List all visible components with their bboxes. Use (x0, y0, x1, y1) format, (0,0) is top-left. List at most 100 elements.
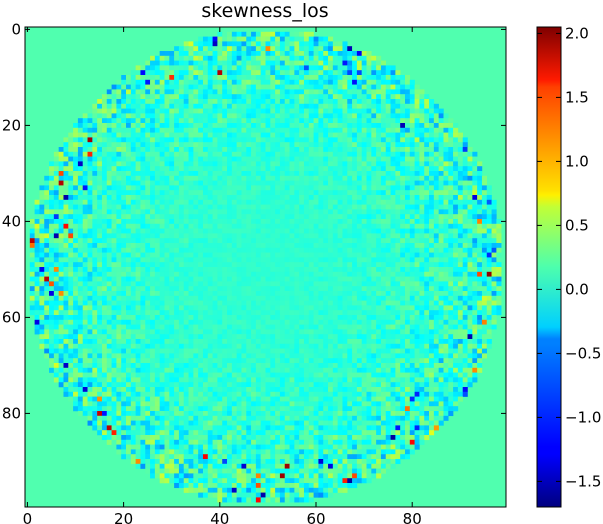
heatmap-cell (135, 305, 141, 311)
heatmap-cell (409, 151, 415, 157)
heatmap-cell (130, 281, 136, 287)
heatmap-cell (126, 75, 132, 81)
heatmap-cell (178, 137, 184, 143)
heatmap-cell (361, 276, 367, 282)
heatmap-cell (97, 118, 103, 124)
heatmap-cell (376, 195, 382, 201)
heatmap-cell (270, 41, 276, 47)
heatmap-cell (198, 41, 204, 47)
heatmap-cell (308, 151, 314, 157)
heatmap-cell (332, 161, 338, 167)
heatmap-cell (352, 84, 358, 90)
heatmap-cell (178, 291, 184, 297)
heatmap-cell (236, 199, 242, 205)
heatmap-cell (395, 271, 401, 277)
heatmap-cell (385, 142, 391, 148)
heatmap-cell (294, 310, 300, 316)
heatmap-cell (77, 238, 83, 244)
heatmap-cell (231, 46, 237, 52)
heatmap-cell (241, 46, 247, 52)
heatmap-cell (49, 171, 55, 177)
heatmap-cell (424, 305, 430, 311)
heatmap-cell (303, 46, 310, 52)
heatmap-cell (34, 214, 40, 220)
heatmap-cell (121, 132, 127, 138)
heatmap-cell (462, 243, 468, 249)
heatmap-cell (154, 310, 160, 316)
heatmap-cell (231, 41, 237, 47)
heatmap-cell (294, 171, 300, 177)
heatmap-cell (438, 276, 444, 282)
heatmap-cell (380, 214, 386, 220)
heatmap-cell (130, 319, 136, 325)
heatmap-cell (313, 55, 319, 61)
heatmap-cell (183, 204, 189, 210)
heatmap-cell (260, 127, 266, 133)
heatmap-cell (53, 262, 59, 268)
heatmap-cell (231, 118, 237, 124)
heatmap-cell (150, 79, 156, 85)
heatmap-cell (376, 94, 382, 100)
heatmap-cell (145, 137, 151, 143)
heatmap-cell (361, 79, 367, 85)
heatmap-cell (111, 257, 117, 263)
heatmap-cell (318, 171, 324, 177)
heatmap-cell (106, 291, 112, 297)
heatmap-cell (255, 55, 261, 61)
heatmap-cell (481, 180, 488, 186)
heatmap-cell (467, 219, 473, 225)
heatmap-cell (111, 300, 117, 306)
heatmap-cell (371, 238, 377, 244)
heatmap-cell (284, 209, 290, 215)
heatmap-cell (106, 137, 112, 143)
heatmap-cell (236, 281, 242, 287)
heatmap-cell (227, 295, 233, 301)
heatmap-cell (255, 84, 261, 90)
heatmap-cell (279, 319, 285, 325)
heatmap-cell (318, 60, 324, 66)
heatmap-cell (299, 46, 305, 52)
heatmap-cell (246, 238, 252, 244)
heatmap-cell (429, 281, 435, 287)
heatmap-cell (303, 31, 310, 37)
heatmap-cell (241, 137, 247, 143)
heatmap-cell (376, 75, 382, 81)
heatmap-cell (251, 127, 257, 133)
heatmap-cell (150, 123, 156, 129)
heatmap-cell (260, 243, 266, 249)
heatmap-cell (236, 79, 242, 85)
heatmap-cell (323, 103, 329, 109)
heatmap-cell (241, 108, 247, 114)
heatmap-cell (289, 55, 295, 61)
heatmap-cell (275, 171, 281, 177)
heatmap-cell (227, 60, 233, 66)
heatmap-cell (154, 156, 160, 162)
heatmap-cell (342, 75, 348, 81)
heatmap-cell (328, 94, 334, 100)
heatmap-cell (467, 252, 473, 258)
heatmap-cell (366, 228, 372, 234)
heatmap-cell (414, 123, 420, 129)
heatmap-cell (347, 161, 353, 167)
heatmap-cell (419, 127, 425, 133)
heatmap-cell (236, 276, 242, 282)
heatmap-cell (289, 166, 295, 172)
heatmap-cell (212, 147, 218, 153)
heatmap-cell (68, 142, 74, 148)
heatmap-cell (236, 223, 242, 229)
heatmap-cell (313, 286, 319, 292)
heatmap-cell (366, 281, 372, 287)
heatmap-cell (371, 89, 377, 95)
heatmap-cell (73, 166, 79, 172)
heatmap-cell (323, 137, 329, 143)
heatmap-cell (303, 123, 310, 129)
heatmap-cell (77, 151, 83, 157)
heatmap-cell (270, 276, 276, 282)
heatmap-cell (299, 127, 305, 133)
heatmap-cell (429, 99, 435, 105)
heatmap-cell (424, 291, 430, 297)
heatmap-cell (380, 113, 386, 119)
heatmap-cell (303, 142, 310, 148)
heatmap-cell (116, 204, 122, 210)
heatmap-cell (140, 243, 146, 249)
